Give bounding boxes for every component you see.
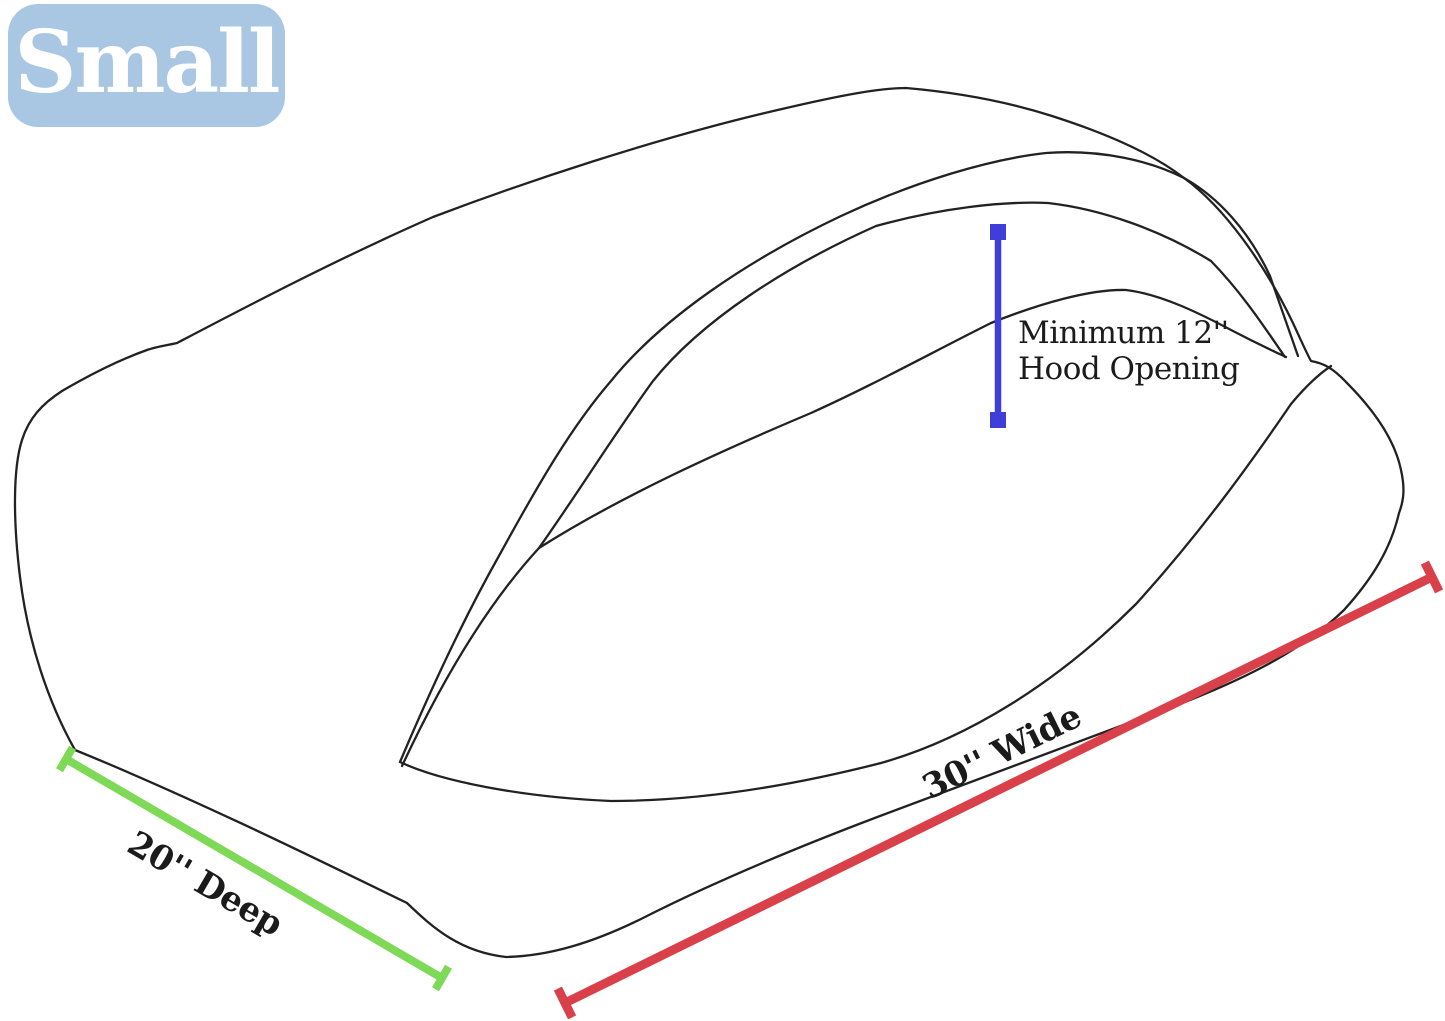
depth-dimension-shaft — [63, 755, 445, 982]
hood-rim-outer-line — [398, 151, 1300, 764]
width-dimension-end-cap — [1420, 560, 1444, 594]
bed-silhouette — [13, 86, 1405, 959]
width-dimension-line — [553, 560, 1444, 1020]
cushion-front-seam-line — [398, 364, 1333, 803]
hood-rim-inner-line — [400, 201, 1287, 768]
depth-dimension-end-cap — [432, 964, 452, 992]
size-badge-label: Small — [14, 12, 280, 113]
size-badge: Small — [8, 4, 285, 127]
width-dimension-start-cap — [553, 986, 577, 1020]
hood-opening-label-line2: Hood Opening — [1018, 351, 1240, 387]
hood-opening-label: Minimum 12'' Hood Opening — [1018, 315, 1240, 387]
hood-opening-dimension-bottom-cap — [990, 412, 1006, 428]
hood-opening-label-line1: Minimum 12'' — [1018, 315, 1229, 351]
width-dimension-shaft — [563, 572, 1434, 1008]
depth-dimension-line — [56, 745, 452, 992]
cushion-top-edge-line — [537, 288, 1288, 550]
depth-dimension-start-cap — [56, 745, 76, 773]
hood-opening-dimension-line — [990, 224, 1006, 428]
hood-opening-dimension-top-cap — [990, 224, 1006, 240]
